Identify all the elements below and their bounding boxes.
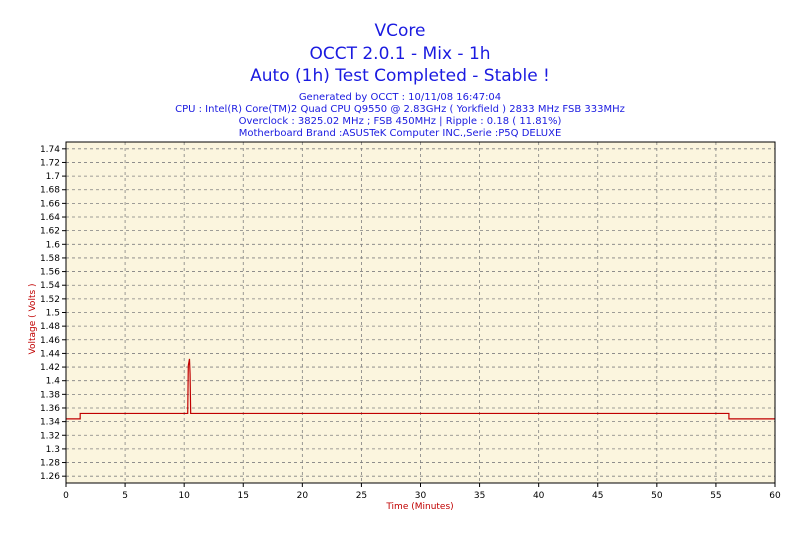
x-tick-label: 45 [592,491,603,501]
y-tick-label: 1.58 [40,254,60,264]
x-tick-label: 20 [297,491,309,501]
y-tick-label: 1.7 [46,172,60,182]
y-tick-label: 1.3 [46,445,60,455]
x-tick-label: 10 [178,491,190,501]
y-tick-label: 1.54 [40,281,60,291]
y-axis-label: Voltage ( Volts ) [28,283,38,354]
chart-title: VCore [375,21,426,41]
x-tick-label: 5 [122,491,128,501]
x-tick-label: 40 [533,491,545,501]
y-axis-ticks: 1.26 1.28 1.3 1.32 1.34 1.36 1.38 1.4 1.42 1.44 1.… [40,145,66,482]
x-tick-label: 0 [63,491,69,501]
y-tick-label: 1.28 [40,459,60,469]
y-tick-label: 1.46 [40,336,60,346]
grid-lines [66,142,775,483]
y-tick-label: 1.38 [40,390,60,400]
y-tick-label: 1.62 [40,227,60,237]
y-tick-label: 1.32 [40,431,60,441]
info-generated: Generated by OCCT : 10/11/08 16:47:04 [299,92,501,103]
info-motherboard: Motherboard Brand :ASUSTeK Computer INC.… [239,128,562,139]
test-status: Auto (1h) Test Completed - Stable ! [250,66,550,86]
y-tick-label: 1.44 [40,349,60,359]
chart-subtitle: OCCT 2.0.1 - Mix - 1h [309,44,490,64]
x-tick-label: 60 [769,491,781,501]
info-cpu: CPU : Intel(R) Core(TM)2 Quad CPU Q9550 … [175,104,625,115]
x-tick-label: 35 [474,491,485,501]
series-layer [66,358,775,420]
y-tick-label: 1.66 [40,199,60,209]
y-tick-label: 1.5 [46,309,60,319]
x-tick-label: 30 [415,491,427,501]
y-tick-label: 1.36 [40,404,60,414]
y-tick-label: 1.72 [40,158,60,168]
y-tick-label: 1.6 [46,240,61,250]
y-tick-label: 1.4 [46,377,61,387]
x-tick-label: 55 [710,491,721,501]
y-tick-label: 1.48 [40,322,60,332]
x-tick-label: 25 [356,491,367,501]
vcore-series-line [66,358,775,420]
y-tick-label: 1.68 [40,186,60,196]
x-tick-label: 15 [238,491,249,501]
x-tick-label: 50 [651,491,663,501]
info-overclock: Overclock : 3825.02 MHz ; FSB 450MHz | R… [239,116,562,127]
y-tick-label: 1.74 [40,145,60,155]
x-axis-label: Time (Minutes) [385,502,453,512]
y-tick-label: 1.34 [40,418,60,428]
y-tick-label: 1.42 [40,363,60,373]
y-tick-label: 1.56 [40,268,60,278]
y-tick-label: 1.64 [40,213,60,223]
y-tick-label: 1.52 [40,295,60,305]
x-axis-ticks: 0 5 10 15 20 25 30 35 40 45 50 55 60 [63,483,781,501]
y-tick-label: 1.26 [40,472,60,482]
